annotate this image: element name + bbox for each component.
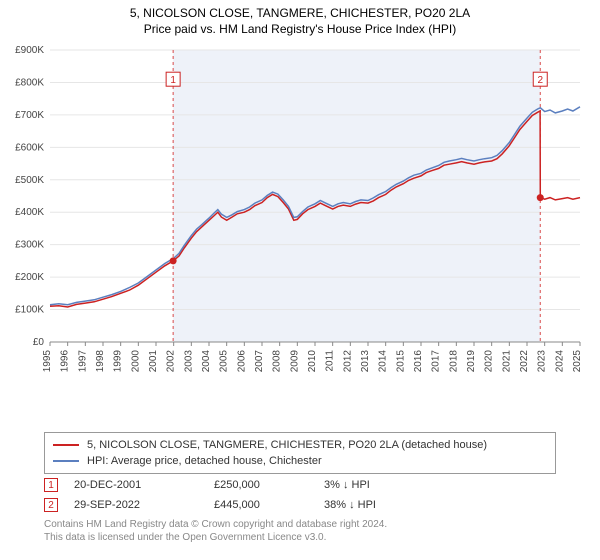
svg-text:2001: 2001: [148, 350, 159, 373]
marker-badge: 1: [44, 478, 58, 492]
svg-text:2010: 2010: [307, 350, 318, 373]
svg-text:2003: 2003: [183, 350, 194, 373]
marker-pct: 38% ↓ HPI: [324, 499, 444, 511]
svg-text:1996: 1996: [60, 350, 71, 373]
svg-text:£900K: £900K: [15, 45, 44, 56]
marker-row-2: 2 29-SEP-2022 £445,000 38% ↓ HPI: [44, 496, 444, 514]
svg-text:2016: 2016: [413, 350, 424, 373]
legend: 5, NICOLSON CLOSE, TANGMERE, CHICHESTER,…: [44, 432, 556, 474]
marker-table: 1 20-DEC-2001 £250,000 3% ↓ HPI 2 29-SEP…: [44, 474, 444, 514]
svg-text:2025: 2025: [572, 350, 583, 373]
svg-text:2021: 2021: [501, 350, 512, 373]
marker-price: £445,000: [214, 499, 324, 511]
svg-text:£100K: £100K: [15, 305, 44, 316]
svg-text:£600K: £600K: [15, 142, 44, 153]
svg-text:2000: 2000: [130, 350, 141, 373]
svg-text:1998: 1998: [95, 350, 106, 373]
svg-text:2007: 2007: [254, 350, 265, 373]
svg-text:2018: 2018: [448, 350, 459, 373]
svg-text:£200K: £200K: [15, 272, 44, 283]
svg-text:2004: 2004: [201, 350, 212, 373]
marker-date: 29-SEP-2022: [74, 499, 214, 511]
legend-label: HPI: Average price, detached house, Chic…: [87, 455, 322, 467]
svg-text:1: 1: [170, 75, 176, 86]
svg-text:2024: 2024: [554, 350, 565, 373]
svg-text:1995: 1995: [42, 350, 53, 373]
svg-text:£700K: £700K: [15, 110, 44, 121]
svg-text:£500K: £500K: [15, 175, 44, 186]
price-chart: £0£100K£200K£300K£400K£500K£600K£700K£80…: [50, 46, 580, 386]
svg-text:2017: 2017: [431, 350, 442, 373]
marker-badge: 2: [44, 498, 58, 512]
svg-text:£300K: £300K: [15, 240, 44, 251]
svg-text:2020: 2020: [484, 350, 495, 373]
svg-text:2023: 2023: [537, 350, 548, 373]
svg-text:2005: 2005: [219, 350, 230, 373]
footer: Contains HM Land Registry data © Crown c…: [44, 518, 387, 544]
svg-text:2: 2: [537, 75, 543, 86]
svg-text:2022: 2022: [519, 350, 530, 373]
svg-text:£0: £0: [33, 337, 45, 348]
svg-text:2014: 2014: [378, 350, 389, 373]
svg-text:1997: 1997: [77, 350, 88, 373]
footer-line2: This data is licensed under the Open Gov…: [44, 531, 387, 544]
page-title-sub: Price paid vs. HM Land Registry's House …: [10, 22, 590, 36]
chart-svg: £0£100K£200K£300K£400K£500K£600K£700K£80…: [50, 46, 580, 386]
svg-text:2008: 2008: [272, 350, 283, 373]
svg-text:2011: 2011: [325, 350, 336, 372]
svg-text:2006: 2006: [236, 350, 247, 373]
svg-text:1999: 1999: [113, 350, 124, 373]
marker-pct: 3% ↓ HPI: [324, 479, 444, 491]
legend-item-hpi: HPI: Average price, detached house, Chic…: [53, 453, 547, 469]
svg-text:2002: 2002: [166, 350, 177, 373]
page-title-address: 5, NICOLSON CLOSE, TANGMERE, CHICHESTER,…: [10, 6, 590, 20]
svg-text:£400K: £400K: [15, 207, 44, 218]
legend-label: 5, NICOLSON CLOSE, TANGMERE, CHICHESTER,…: [87, 439, 487, 451]
footer-line1: Contains HM Land Registry data © Crown c…: [44, 518, 387, 531]
svg-text:2012: 2012: [342, 350, 353, 373]
legend-item-price-paid: 5, NICOLSON CLOSE, TANGMERE, CHICHESTER,…: [53, 437, 547, 453]
legend-swatch: [53, 444, 79, 446]
svg-text:2015: 2015: [395, 350, 406, 373]
marker-price: £250,000: [214, 479, 324, 491]
svg-text:2009: 2009: [289, 350, 300, 373]
svg-text:£800K: £800K: [15, 77, 44, 88]
svg-text:2019: 2019: [466, 350, 477, 373]
svg-text:2013: 2013: [360, 350, 371, 373]
legend-swatch: [53, 460, 79, 462]
marker-row-1: 1 20-DEC-2001 £250,000 3% ↓ HPI: [44, 476, 444, 494]
marker-date: 20-DEC-2001: [74, 479, 214, 491]
